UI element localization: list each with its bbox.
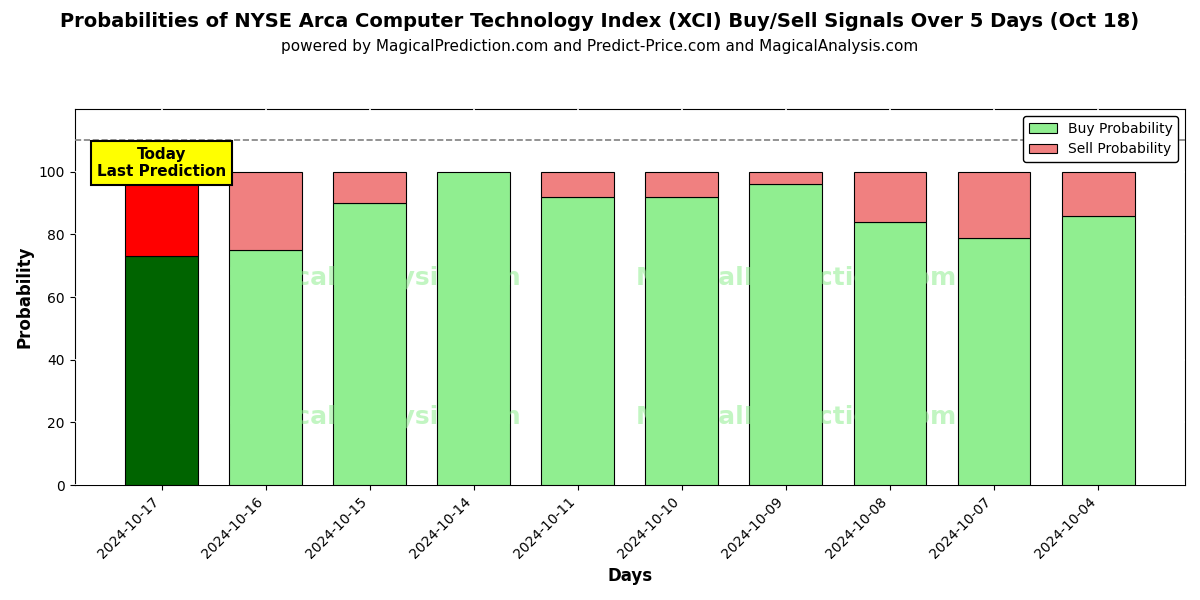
Bar [958,238,1031,485]
Bar [125,172,198,256]
Bar [1062,215,1134,485]
Text: MagicalPrediction.com: MagicalPrediction.com [636,406,958,430]
Bar [853,172,926,222]
Bar [646,197,719,485]
Bar [334,172,406,203]
Bar [958,172,1031,238]
Bar [541,197,614,485]
Text: MagicalAnalysis.com: MagicalAnalysis.com [228,406,521,430]
Y-axis label: Probability: Probability [16,246,34,349]
Bar [750,184,822,485]
Bar [334,203,406,485]
Text: MagicalPrediction.com: MagicalPrediction.com [636,266,958,290]
Bar [1062,172,1134,215]
Bar [750,172,822,184]
Bar [229,250,302,485]
X-axis label: Days: Days [607,567,653,585]
Text: MagicalAnalysis.com: MagicalAnalysis.com [228,266,521,290]
Bar [437,172,510,485]
Bar [229,172,302,250]
Legend: Buy Probability, Sell Probability: Buy Probability, Sell Probability [1024,116,1178,162]
Bar [125,256,198,485]
Text: powered by MagicalPrediction.com and Predict-Price.com and MagicalAnalysis.com: powered by MagicalPrediction.com and Pre… [281,39,919,54]
Bar [646,172,719,197]
Bar [853,222,926,485]
Text: Today
Last Prediction: Today Last Prediction [97,146,226,179]
Text: Probabilities of NYSE Arca Computer Technology Index (XCI) Buy/Sell Signals Over: Probabilities of NYSE Arca Computer Tech… [60,12,1140,31]
Bar [541,172,614,197]
